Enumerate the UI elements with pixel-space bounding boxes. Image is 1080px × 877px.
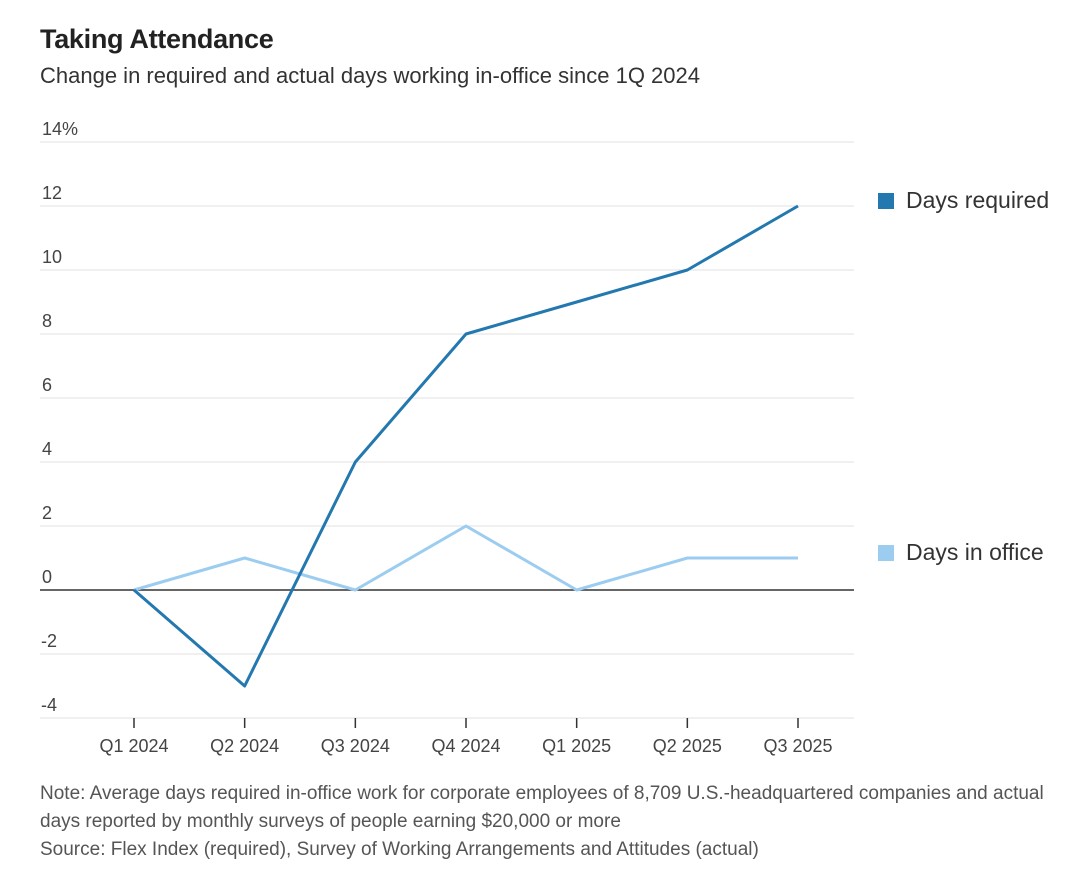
x-tick-label: Q4 2024	[431, 736, 500, 756]
y-tick-label: 8	[42, 311, 52, 331]
series-line-days-in-office	[133, 524, 798, 592]
y-tick-label: -4	[41, 695, 57, 715]
chart-subtitle: Change in required and actual days worki…	[40, 63, 700, 88]
x-tick-label: Q1 2024	[99, 736, 168, 756]
chart-title: Taking Attendance	[40, 24, 274, 54]
series-line-days-required	[133, 204, 799, 688]
legend-days-in-office: Days in office	[878, 539, 1044, 566]
x-tick-label: Q1 2025	[542, 736, 611, 756]
legend-swatch-required	[878, 192, 894, 209]
y-tick-label: -2	[41, 631, 57, 651]
y-tick-label: 14%	[42, 119, 78, 139]
y-tick-label: 6	[42, 375, 52, 395]
y-tick-label: 10	[42, 247, 62, 267]
x-tick-label: Q3 2025	[763, 736, 832, 756]
y-tick-label: 0	[42, 567, 52, 587]
note-text: Note: Average days required in-office wo…	[40, 783, 1044, 832]
legend-swatch-office	[878, 544, 894, 561]
y-tick-label: 2	[42, 503, 52, 523]
chart-footnote: Note: Average days required in-office wo…	[40, 780, 1070, 864]
legend-label: Days in office	[906, 539, 1044, 565]
legend-label: Days required	[906, 187, 1050, 213]
legend-days-required: Days required	[878, 187, 1049, 214]
x-tick-label: Q3 2024	[321, 736, 390, 756]
x-tick-label: Q2 2025	[653, 736, 722, 756]
source-text: Source: Flex Index (required), Survey of…	[40, 839, 759, 860]
x-tick-label: Q2 2024	[210, 736, 279, 756]
y-tick-label: 4	[42, 439, 52, 459]
y-tick-label: 12	[42, 183, 62, 203]
